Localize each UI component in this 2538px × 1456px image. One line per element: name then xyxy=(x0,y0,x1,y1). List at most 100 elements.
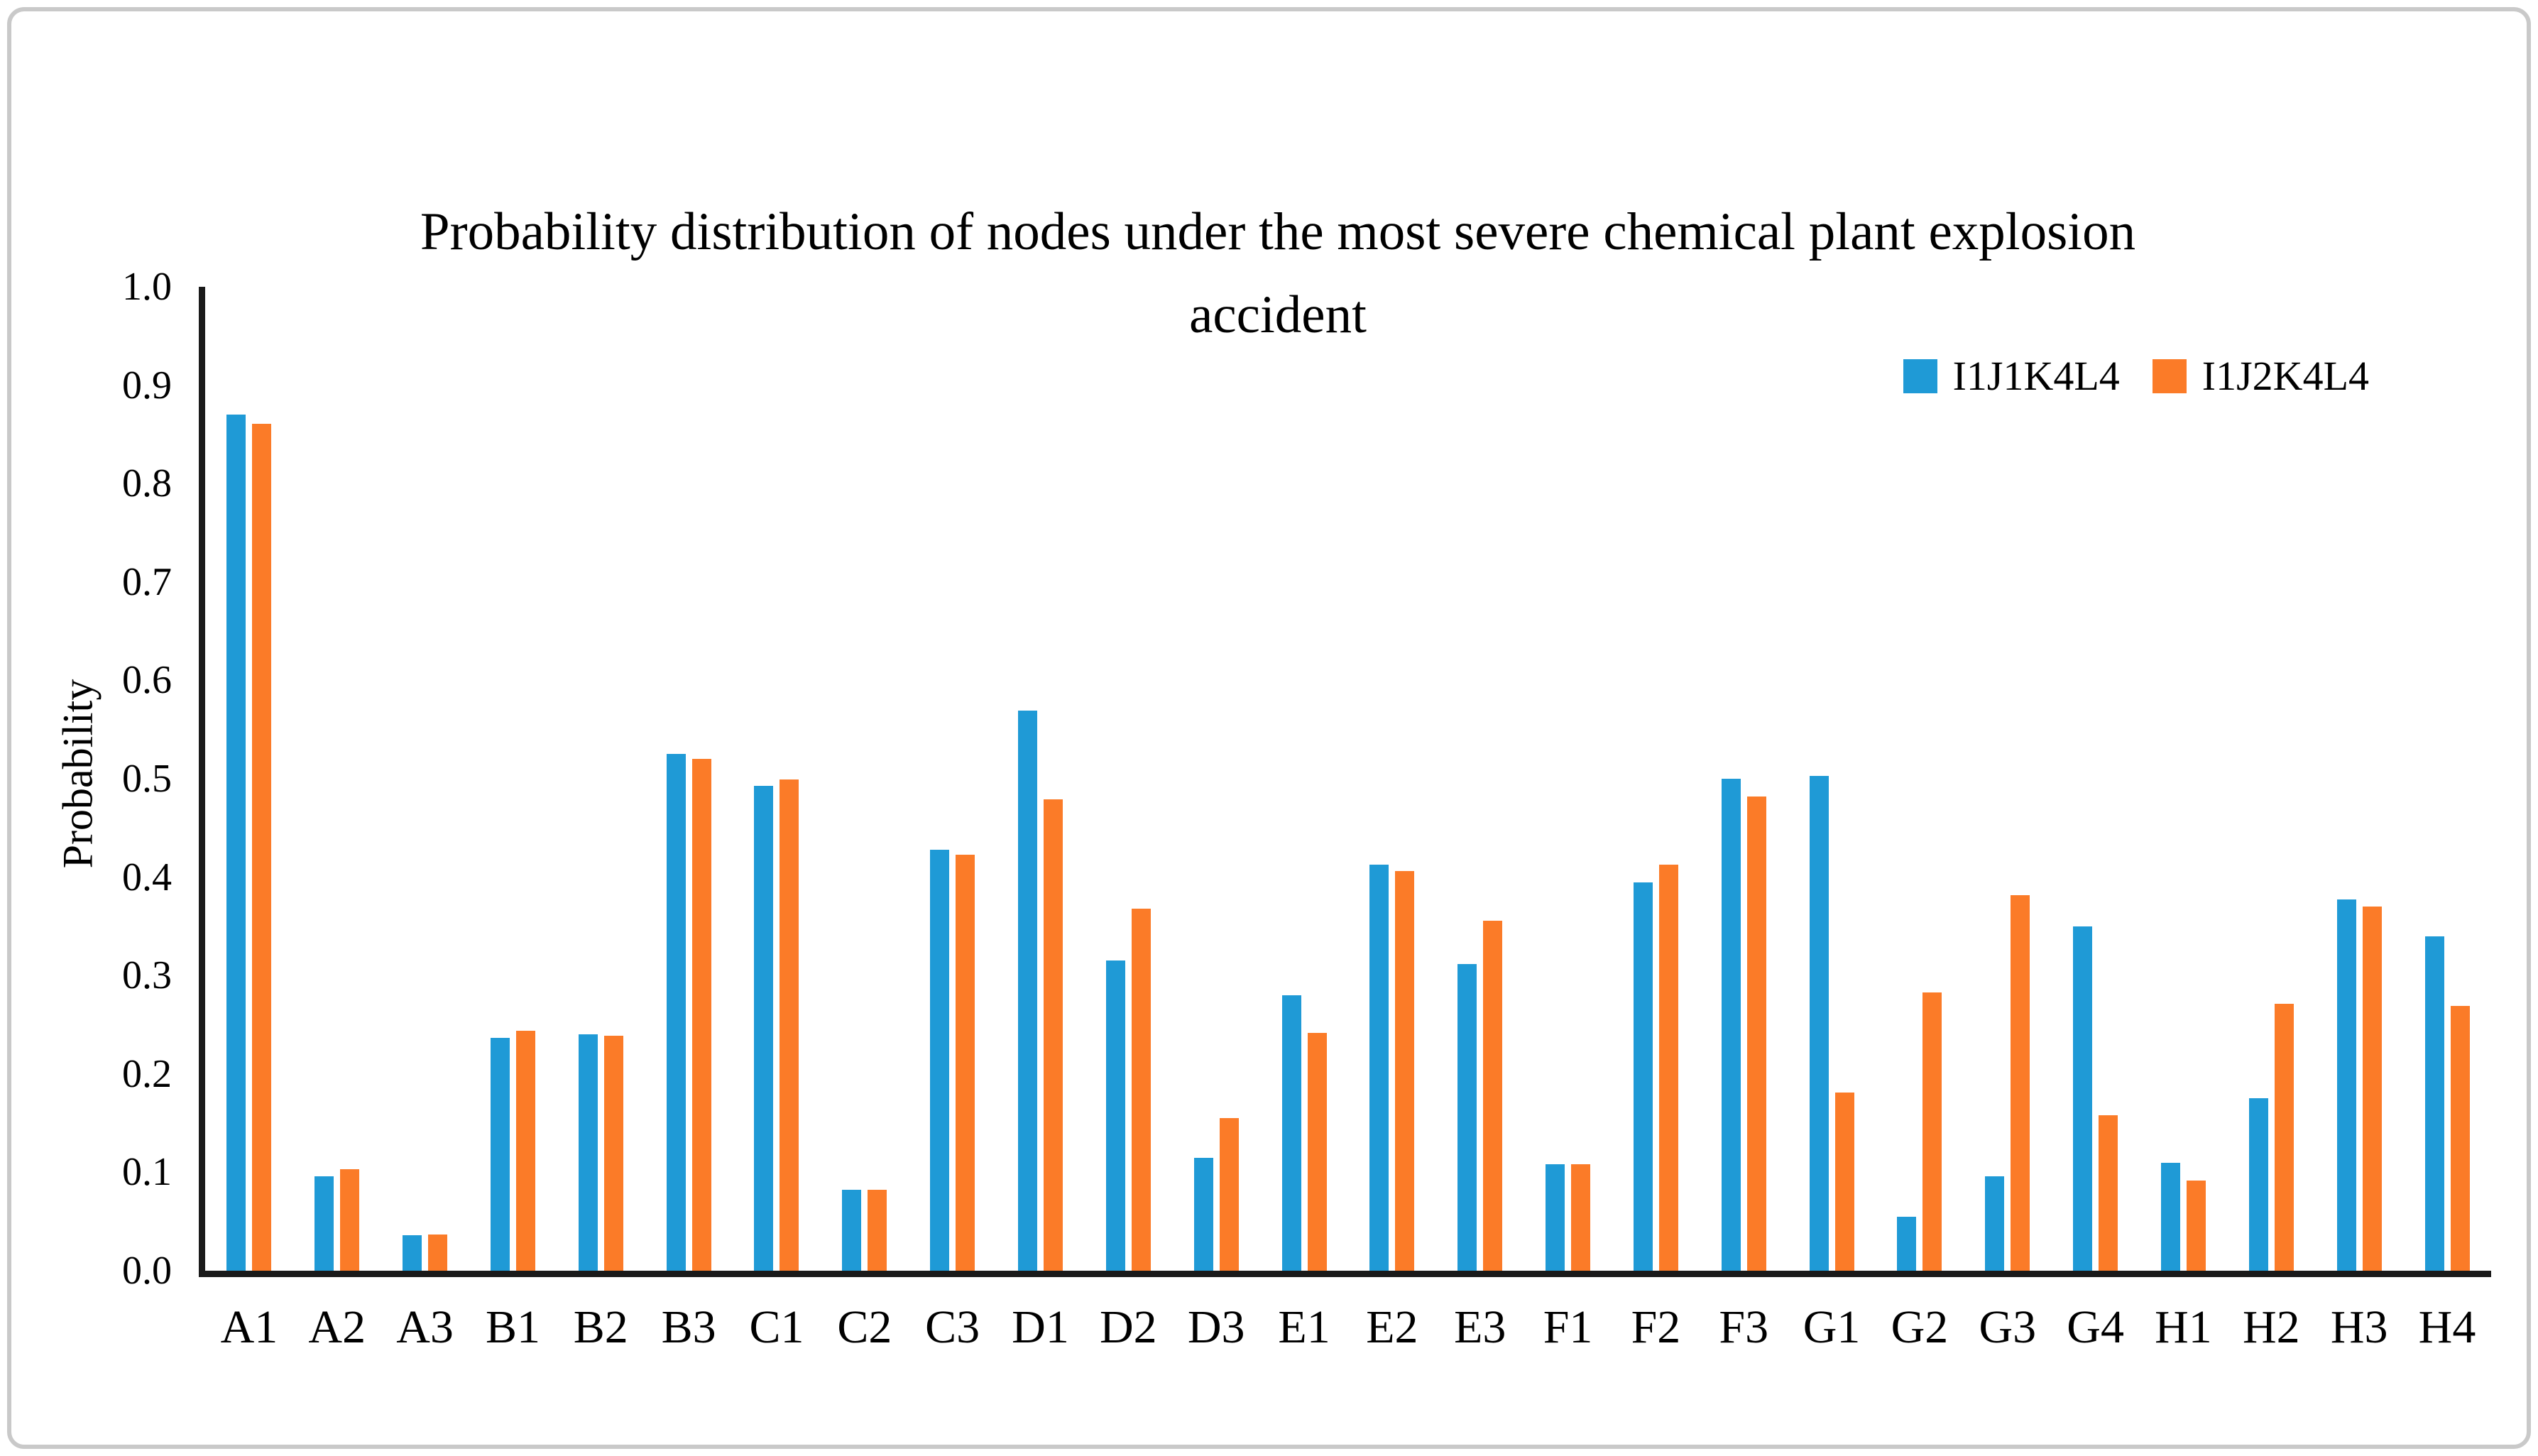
bar-I1J1K4L4-A1 xyxy=(226,415,246,1271)
bar-I1J2K4L4-F2 xyxy=(1658,864,1678,1271)
bar-I1J1K4L4-D1 xyxy=(1018,711,1038,1271)
bar-I1J1K4L4-H2 xyxy=(2248,1098,2268,1271)
bar-I1J2K4L4-E1 xyxy=(1307,1032,1327,1271)
bar-I1J2K4L4-C3 xyxy=(956,854,975,1271)
y-axis-tick-labels: 0.0 0.1 0.2 0.3 0.4 0.5 0.6 0.7 0.8 0.9 1.0 xyxy=(0,265,172,1293)
bar-I1J1K4L4-F2 xyxy=(1633,882,1653,1271)
bar-group: H1 xyxy=(2140,287,2228,1353)
bar-I1J2K4L4-H4 xyxy=(2450,1006,2470,1271)
x-tick-label: A2 xyxy=(308,1301,366,1353)
x-tick-label: B1 xyxy=(485,1301,540,1353)
bar-I1J2K4L4-D3 xyxy=(1219,1118,1239,1271)
y-tick-label: 0.0 xyxy=(122,1249,172,1293)
bar-group: H2 xyxy=(2227,287,2315,1353)
x-tick-label: C3 xyxy=(925,1301,980,1353)
bar-group: E2 xyxy=(1348,287,1436,1353)
bar-group: B3 xyxy=(645,287,733,1353)
bar-I1J1K4L4-D3 xyxy=(1193,1157,1213,1271)
legend-swatch-orange-icon xyxy=(2152,358,2187,393)
bar-group: F2 xyxy=(1612,287,1700,1353)
x-tick-label: G3 xyxy=(1979,1301,2037,1353)
y-tick-label: 0.8 xyxy=(122,461,172,506)
bar-group: G2 xyxy=(1876,287,1964,1353)
bar-I1J2K4L4-E3 xyxy=(1483,920,1503,1271)
y-tick-label: 1.0 xyxy=(122,265,172,309)
bar-group: E3 xyxy=(1436,287,1524,1353)
bar-I1J2K4L4-C2 xyxy=(868,1190,887,1271)
bar-group: H4 xyxy=(2403,287,2491,1353)
y-tick-label: 0.1 xyxy=(122,1150,172,1195)
bar-I1J2K4L4-B2 xyxy=(603,1035,623,1271)
bar-I1J2K4L4-H2 xyxy=(2274,1004,2294,1271)
x-tick-label: F2 xyxy=(1631,1301,1681,1353)
bar-I1J1K4L4-B2 xyxy=(578,1034,598,1271)
x-tick-label: D2 xyxy=(1100,1301,1157,1353)
bar-I1J2K4L4-F3 xyxy=(1746,796,1766,1271)
bar-group: D3 xyxy=(1172,287,1260,1353)
chart-title-line-2: accident xyxy=(1189,285,1367,344)
bar-I1J1K4L4-E2 xyxy=(1369,864,1389,1271)
bar-I1J2K4L4-F1 xyxy=(1571,1164,1591,1271)
y-tick-label: 0.9 xyxy=(122,363,172,407)
bar-group: A1 xyxy=(205,287,293,1353)
chart-title: Probability distribution of nodes under … xyxy=(234,190,2321,356)
bar-I1J1K4L4-G2 xyxy=(1897,1216,1917,1271)
x-tick-label: D1 xyxy=(1012,1301,1069,1353)
bar-group: F3 xyxy=(1700,287,1788,1353)
x-tick-label: C2 xyxy=(837,1301,892,1353)
x-tick-label: H3 xyxy=(2330,1301,2388,1353)
bar-I1J1K4L4-A3 xyxy=(403,1235,422,1271)
bar-group: A3 xyxy=(381,287,469,1353)
bar-I1J2K4L4-B3 xyxy=(691,759,711,1271)
bar-group: E1 xyxy=(1260,287,1348,1353)
bar-I1J1K4L4-H3 xyxy=(2336,899,2356,1271)
bar-I1J2K4L4-E2 xyxy=(1395,871,1415,1271)
bar-I1J1K4L4-F1 xyxy=(1546,1164,1565,1271)
bar-I1J1K4L4-A2 xyxy=(314,1176,334,1271)
bar-I1J1K4L4-G1 xyxy=(1809,775,1829,1271)
bar-I1J2K4L4-A3 xyxy=(428,1234,448,1271)
bar-I1J2K4L4-D1 xyxy=(1044,799,1063,1271)
bar-I1J2K4L4-H3 xyxy=(2362,907,2382,1271)
bar-I1J1K4L4-E1 xyxy=(1281,995,1301,1271)
bar-I1J2K4L4-A1 xyxy=(252,423,272,1271)
x-tick-label: G4 xyxy=(2067,1301,2124,1353)
x-tick-label: F1 xyxy=(1543,1301,1593,1353)
y-tick-label: 0.7 xyxy=(122,559,172,604)
y-tick-label: 0.2 xyxy=(122,1051,172,1096)
bar-I1J1K4L4-C1 xyxy=(754,785,774,1271)
x-tick-label: A3 xyxy=(396,1301,454,1353)
bar-I1J2K4L4-G2 xyxy=(1922,992,1942,1271)
bar-group: A2 xyxy=(293,287,381,1353)
bar-I1J2K4L4-G1 xyxy=(1834,1093,1854,1271)
bar-I1J2K4L4-D2 xyxy=(1131,908,1151,1271)
bar-I1J1K4L4-B3 xyxy=(666,754,686,1271)
bar-group: D1 xyxy=(997,287,1085,1353)
bar-group: H3 xyxy=(2315,287,2403,1353)
y-tick-label: 0.6 xyxy=(122,658,172,703)
bar-I1J1K4L4-H4 xyxy=(2424,936,2444,1271)
bar-I1J1K4L4-B1 xyxy=(490,1037,510,1271)
legend-label-series-1: I1J1K4L4 xyxy=(1952,353,2120,399)
x-tick-label: E1 xyxy=(1278,1301,1330,1353)
bar-I1J2K4L4-C1 xyxy=(780,779,799,1271)
bar-group: C3 xyxy=(909,287,997,1353)
bar-I1J2K4L4-G4 xyxy=(2099,1115,2118,1271)
legend: I1J1K4L4 I1J2K4L4 xyxy=(1903,352,2369,400)
bar-group: G4 xyxy=(2052,287,2140,1353)
legend-swatch-blue-icon xyxy=(1903,358,1937,393)
bar-group: C2 xyxy=(821,287,909,1353)
bar-I1J2K4L4-B1 xyxy=(515,1030,535,1271)
x-tick-label: G2 xyxy=(1891,1301,1949,1353)
chart-title-line-1: Probability distribution of nodes under … xyxy=(420,202,2136,261)
x-tick-label: G1 xyxy=(1803,1301,1861,1353)
legend-item-series-1: I1J1K4L4 xyxy=(1903,352,2120,400)
x-tick-label: D3 xyxy=(1187,1301,1245,1353)
y-tick-label: 0.4 xyxy=(122,855,172,899)
plot-area: A1 A2 A3 B1 B2 B3 C1 C2 C3 D1 D2 D3 E1 E2 E3 F1 F2 F3 G1 G2… xyxy=(199,287,2491,1353)
legend-label-series-2: I1J2K4L4 xyxy=(2201,353,2369,399)
x-tick-label: H1 xyxy=(2155,1301,2212,1353)
x-tick-label: H2 xyxy=(2242,1301,2300,1353)
x-tick-label: B2 xyxy=(573,1301,628,1353)
bar-group: F1 xyxy=(1524,287,1612,1353)
